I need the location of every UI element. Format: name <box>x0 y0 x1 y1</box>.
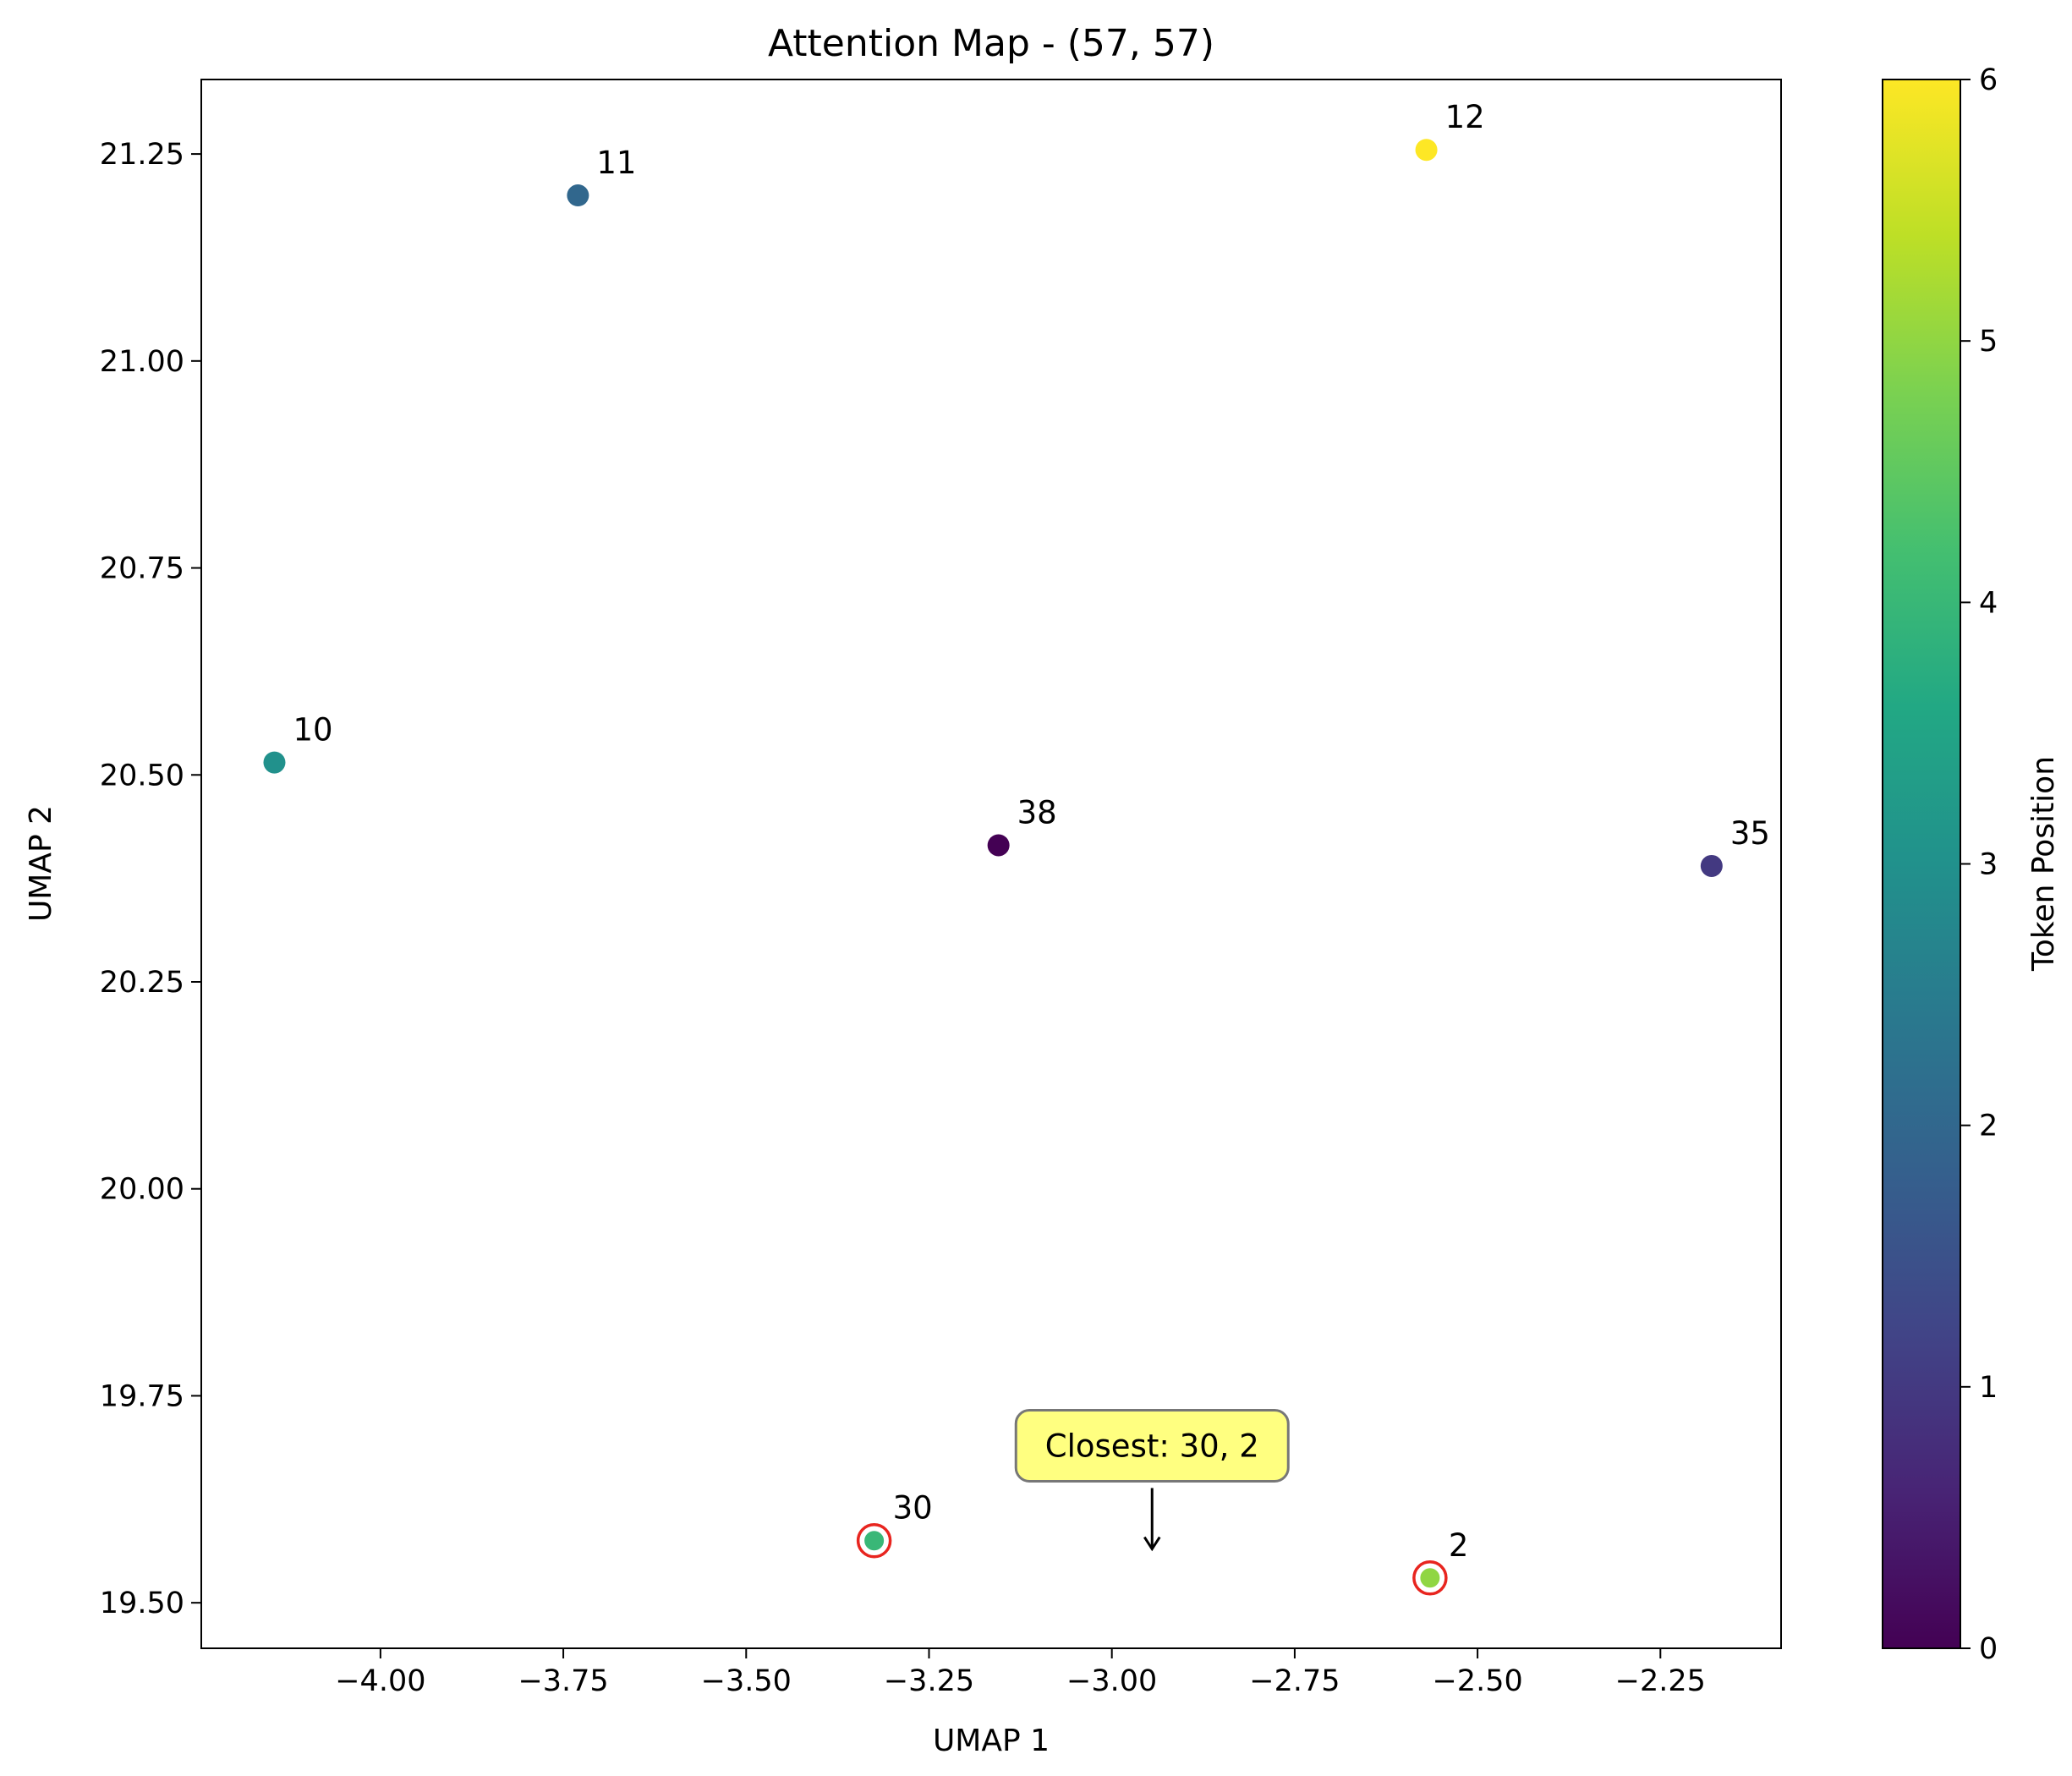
y-tick-label: 21.00 <box>100 345 184 379</box>
point-label: 2 <box>1449 1527 1469 1564</box>
x-tick-label: −2.75 <box>1249 1664 1340 1698</box>
annotation-box <box>1014 1409 1290 1483</box>
scatter-point <box>987 834 1010 857</box>
scatter-point <box>862 1528 887 1554</box>
scatter-point <box>1417 1565 1443 1591</box>
y-tick-label: 20.75 <box>100 552 184 586</box>
y-tick-label: 20.25 <box>100 966 184 1000</box>
scatter-point <box>1415 139 1438 162</box>
x-tick-label: −4.00 <box>335 1664 425 1698</box>
point-label: 30 <box>893 1490 933 1527</box>
x-axis: −4.00 −3.75 −3.50 −3.25 −3.00 −2.75 −2.50 −2.25 <box>335 1648 1706 1698</box>
x-tick-label: −2.25 <box>1615 1664 1706 1698</box>
x-tick-label: −3.00 <box>1066 1664 1157 1698</box>
colorbar-tick-label: 2 <box>1979 1110 1998 1143</box>
colorbar-tick-label: 1 <box>1979 1371 1998 1405</box>
points-layer: 11 12 10 38 35 30 2 <box>263 99 1770 1596</box>
colorbar-tick-label: 5 <box>1979 325 1998 359</box>
point-label: 10 <box>293 712 332 748</box>
colorbar: 0 1 2 3 4 5 6 Token Position <box>1882 63 2061 1666</box>
scatter-point <box>263 751 286 774</box>
colorbar-tick-label: 0 <box>1979 1632 1998 1666</box>
x-tick-label: −3.25 <box>884 1664 974 1698</box>
y-tick-label: 20.00 <box>100 1173 184 1207</box>
point-label: 12 <box>1445 99 1485 135</box>
point-label: 35 <box>1730 815 1770 852</box>
scatter-point <box>1700 854 1723 877</box>
y-tick-label: 19.75 <box>100 1379 184 1413</box>
y-tick-label: 19.50 <box>100 1587 184 1620</box>
annotation-arrow-head <box>1143 1536 1161 1552</box>
colorbar-tick-label: 4 <box>1979 586 1998 620</box>
x-tick-label: −2.50 <box>1432 1664 1522 1698</box>
colorbar-title: Token Position <box>2026 756 2061 972</box>
closest-annotation: Closest: 30, 2 <box>1014 1409 1290 1552</box>
point-label: 38 <box>1017 794 1057 830</box>
y-axis: 19.50 19.75 20.00 20.25 20.50 20.75 21.00 21.25 <box>100 138 201 1620</box>
plot-area: −4.00 −3.75 −3.50 −3.25 −3.00 −2.75 −2.50 −2.25… <box>100 79 1782 1698</box>
x-tick-label: −3.50 <box>701 1664 792 1698</box>
annotation-text: Closest: 30, 2 <box>1045 1428 1259 1465</box>
plot-frame <box>200 79 1782 1649</box>
scatter-point <box>567 184 589 207</box>
point-label: 11 <box>596 145 636 181</box>
highlight-ring <box>856 1522 892 1559</box>
x-tick-label: −3.75 <box>518 1664 608 1698</box>
y-tick-label: 21.25 <box>100 138 184 172</box>
colorbar-tick-label: 3 <box>1979 848 1998 882</box>
y-tick-label: 20.50 <box>100 759 184 792</box>
x-axis-title: UMAP 1 <box>933 1724 1050 1758</box>
y-axis-title: UMAP 2 <box>24 805 58 922</box>
highlight-ring <box>1412 1560 1448 1596</box>
chart-title: Attention Map - (57, 57) <box>768 22 1214 65</box>
colorbar-gradient <box>1882 79 1961 1649</box>
colorbar-tick-label: 6 <box>1979 63 1998 97</box>
colorbar-ticks: 0 1 2 3 4 5 6 <box>1960 63 1998 1666</box>
